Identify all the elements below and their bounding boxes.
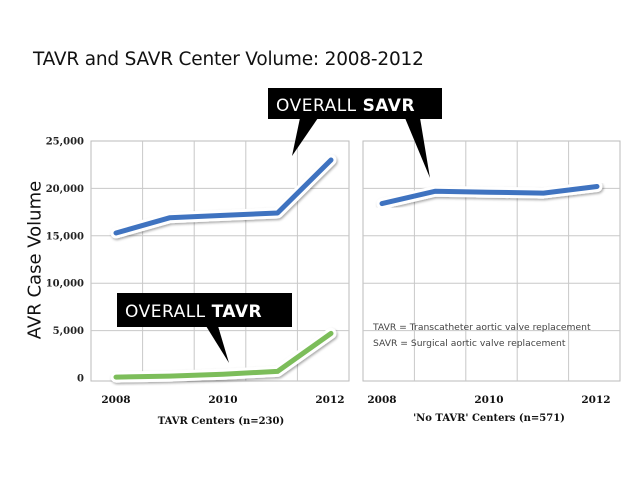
left-x-tick-2010: 2010 [208, 394, 237, 406]
callout-overall-tavr: OVERALL TAVR [117, 293, 292, 363]
y-tick-5000: 5,000 [53, 326, 84, 337]
right-x-tick-2010: 2010 [474, 394, 503, 406]
y-tick-labels: 0 5,000 10,000 15,000 20,000 25,000 [46, 137, 84, 385]
callout-tavr-label: OVERALL TAVR [125, 302, 262, 322]
left-panel: 2008 2010 2012 [90, 140, 350, 406]
right-plot-frame [362, 140, 621, 382]
left-x-tick-2008: 2008 [101, 394, 130, 406]
left-x-tick-2012: 2012 [315, 394, 344, 406]
y-tick-15000: 15,000 [46, 231, 84, 242]
annotation-tavr-definition: TAVR = Transcatheter aortic valve replac… [372, 322, 591, 333]
callout-savr-pointer-right [405, 118, 430, 178]
right-x-axis-title: 'No TAVR' Centers (n=571) [413, 413, 565, 424]
right-x-tick-2012: 2012 [581, 394, 610, 406]
left-plot-frame [90, 140, 350, 382]
y-tick-20000: 20,000 [46, 184, 84, 195]
right-panel: 2008 2010 2012 [362, 140, 621, 406]
right-x-tick-2008: 2008 [367, 394, 396, 406]
callout-overall-savr: OVERALL SAVR [268, 88, 442, 178]
y-tick-0: 0 [77, 374, 84, 385]
callout-tavr-pointer [206, 326, 229, 363]
chart-title: TAVR and SAVR Center Volume: 2008-2012 [33, 49, 424, 70]
callout-savr-label: OVERALL SAVR [276, 96, 415, 116]
callout-tavr-box [117, 293, 292, 327]
y-tick-10000: 10,000 [46, 279, 84, 290]
left-overall-savr-line [113, 157, 334, 236]
annotation-savr-definition: SAVR = Surgical aortic valve replacement [373, 338, 566, 349]
callout-savr-box [268, 88, 442, 119]
left-x-axis-title: TAVR Centers (n=230) [158, 416, 284, 427]
callout-savr-pointer-left [292, 118, 318, 156]
y-tick-25000: 25,000 [46, 137, 84, 148]
